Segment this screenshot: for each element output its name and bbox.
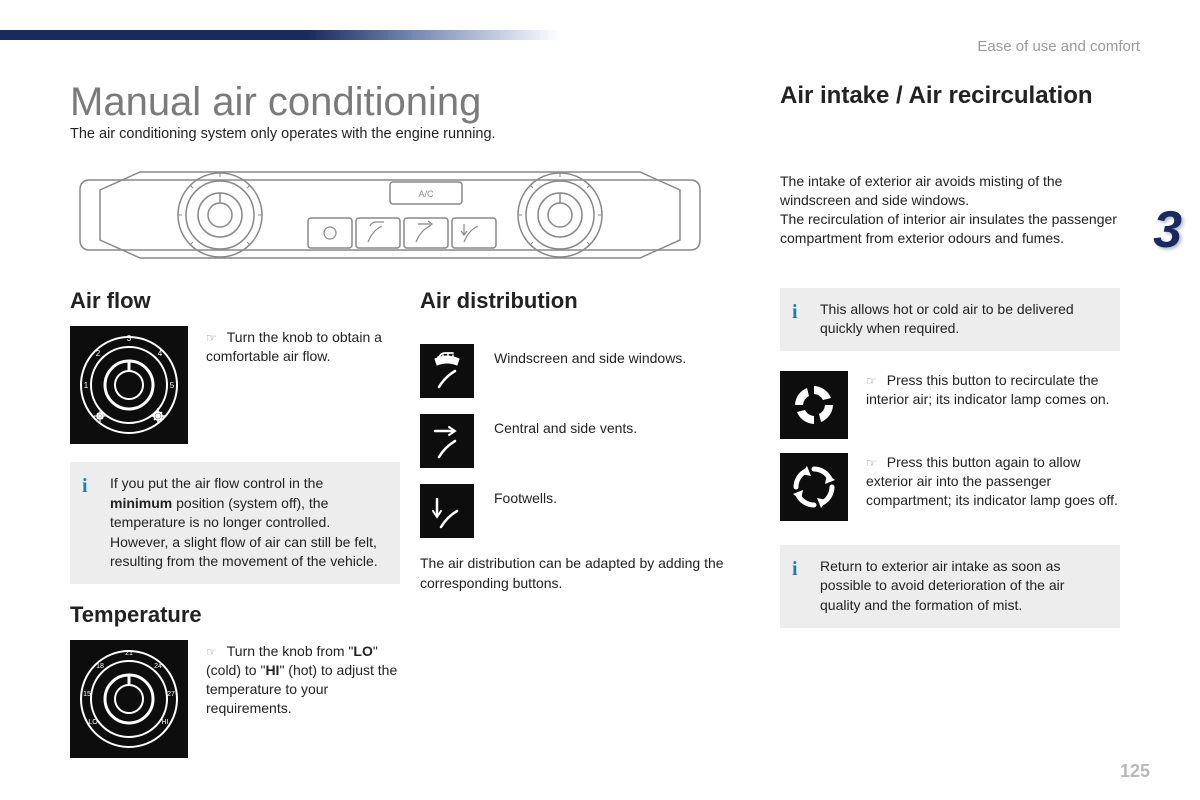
svg-text:1: 1 — [84, 381, 89, 390]
header-accent-bar — [0, 30, 560, 40]
control-panel-diagram: A/C — [70, 160, 710, 270]
svg-text:LO: LO — [88, 719, 98, 726]
airflow-note-text: If you put the air flow control in the m… — [110, 475, 378, 569]
footwell-vents-icon — [420, 484, 474, 538]
svg-text:4: 4 — [158, 349, 163, 358]
temperature-instruction: Turn the knob from "LO" (cold) to "HI" (… — [206, 640, 400, 758]
airflow-heading: Air flow — [70, 288, 400, 314]
central-vents-icon — [420, 414, 474, 468]
windscreen-vents-icon — [420, 344, 474, 398]
svg-text:18: 18 — [96, 663, 104, 670]
svg-text:5: 5 — [170, 381, 175, 390]
svg-text:2: 2 — [96, 349, 101, 358]
recirculation-intro: The intake of exterior air avoids mistin… — [780, 170, 1120, 248]
distribution-label-1: Central and side vents. — [494, 414, 637, 436]
temperature-heading: Temperature — [70, 602, 400, 628]
recirculate-on-text: Press this button to recirculate the int… — [866, 371, 1120, 439]
recirculate-off-icon — [780, 453, 848, 521]
svg-text:3: 3 — [127, 334, 132, 343]
airflow-dial-icon: 3 2 4 1 5 — [70, 326, 188, 444]
chapter-number: 3 — [1153, 200, 1182, 260]
svg-text:A/C: A/C — [418, 189, 434, 199]
svg-text:21: 21 — [125, 650, 133, 657]
info-icon: i — [82, 472, 88, 500]
airflow-instruction: Turn the knob to obtain a comfortable ai… — [206, 326, 400, 444]
svg-text:HI: HI — [162, 719, 169, 726]
svg-text:27: 27 — [167, 691, 175, 698]
page-number: 125 — [1120, 761, 1150, 782]
svg-text:15: 15 — [83, 691, 91, 698]
recirculation-info-top: i This allows hot or cold air to be deli… — [780, 288, 1120, 351]
recirculation-heading: Air intake / Air recirculation — [780, 82, 1120, 110]
page-title: Manual air conditioning — [70, 80, 481, 125]
page-subtitle: The air conditioning system only operate… — [70, 126, 496, 142]
info-icon: i — [792, 298, 798, 326]
temperature-dial-icon: 21 18 24 15 27 LO HI — [70, 640, 188, 758]
distribution-heading: Air distribution — [420, 288, 730, 314]
info-icon: i — [792, 555, 798, 583]
distribution-label-0: Windscreen and side windows. — [494, 344, 686, 366]
recirculate-on-icon — [780, 371, 848, 439]
distribution-label-2: Footwells. — [494, 484, 557, 506]
recirculation-info-bottom: i Return to exterior air intake as soon … — [780, 545, 1120, 628]
svg-text:24: 24 — [154, 663, 162, 670]
section-breadcrumb: Ease of use and comfort — [977, 38, 1140, 55]
distribution-footnote: The air distribution can be adapted by a… — [420, 554, 730, 593]
airflow-info-note: i If you put the air flow control in the… — [70, 462, 400, 584]
recirculate-off-text: Press this button again to allow exterio… — [866, 453, 1120, 521]
